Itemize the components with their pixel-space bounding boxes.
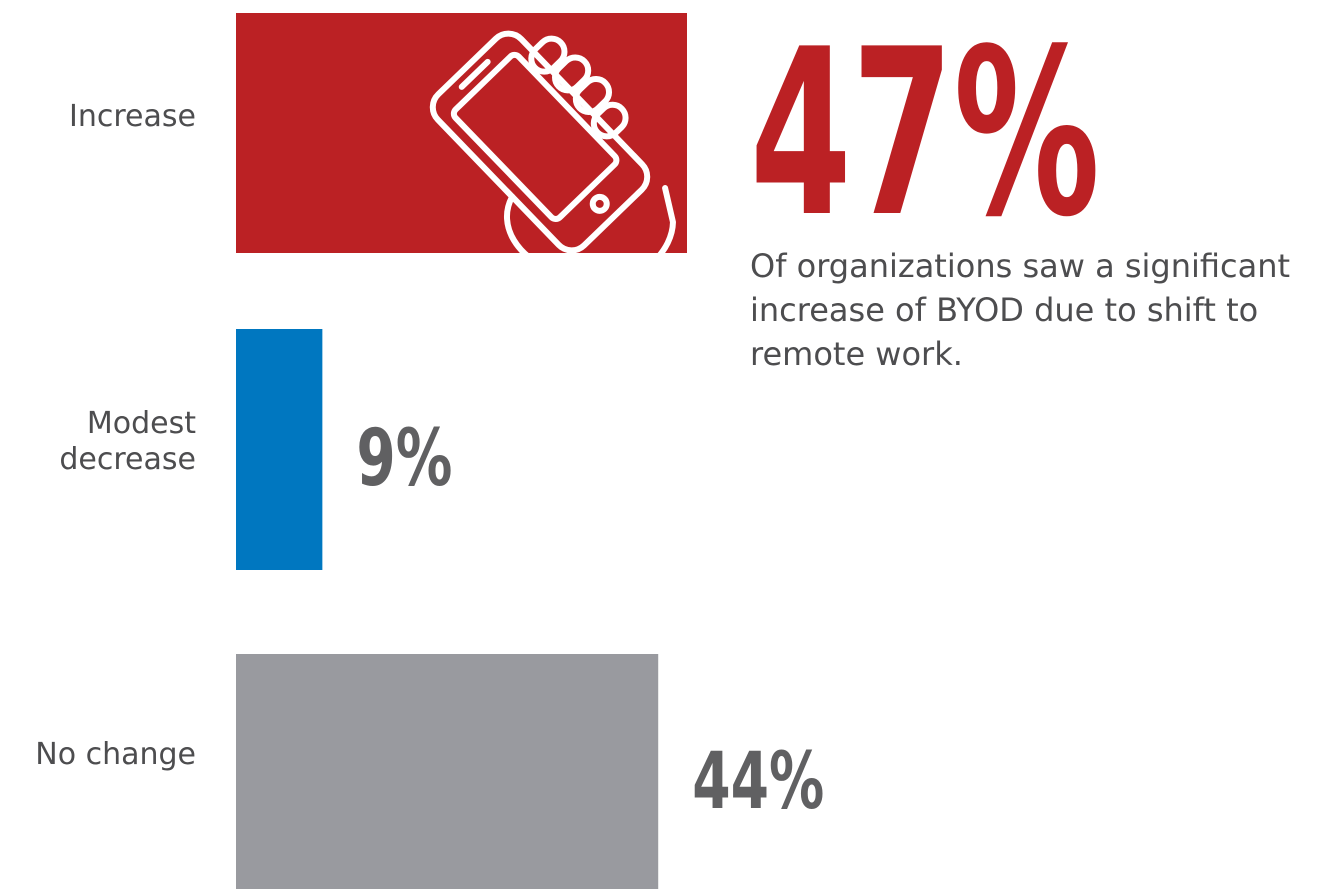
- category-label-modest-decrease: Modest decrease: [59, 406, 196, 477]
- highlight-caption: Of organizations saw a significant incre…: [750, 247, 1291, 373]
- category-label-no-change: No change: [35, 737, 196, 772]
- category-label-increase: Increase: [69, 99, 196, 134]
- value-label-no-change: 44%: [692, 737, 824, 827]
- value-label-modest-decrease: 9%: [356, 414, 452, 504]
- bar-no-change: [236, 654, 659, 889]
- bar-modest-decrease: [236, 329, 323, 570]
- value-label-increase: 47%: [750, 1, 1100, 268]
- hand-holding-phone-icon: [429, 30, 676, 281]
